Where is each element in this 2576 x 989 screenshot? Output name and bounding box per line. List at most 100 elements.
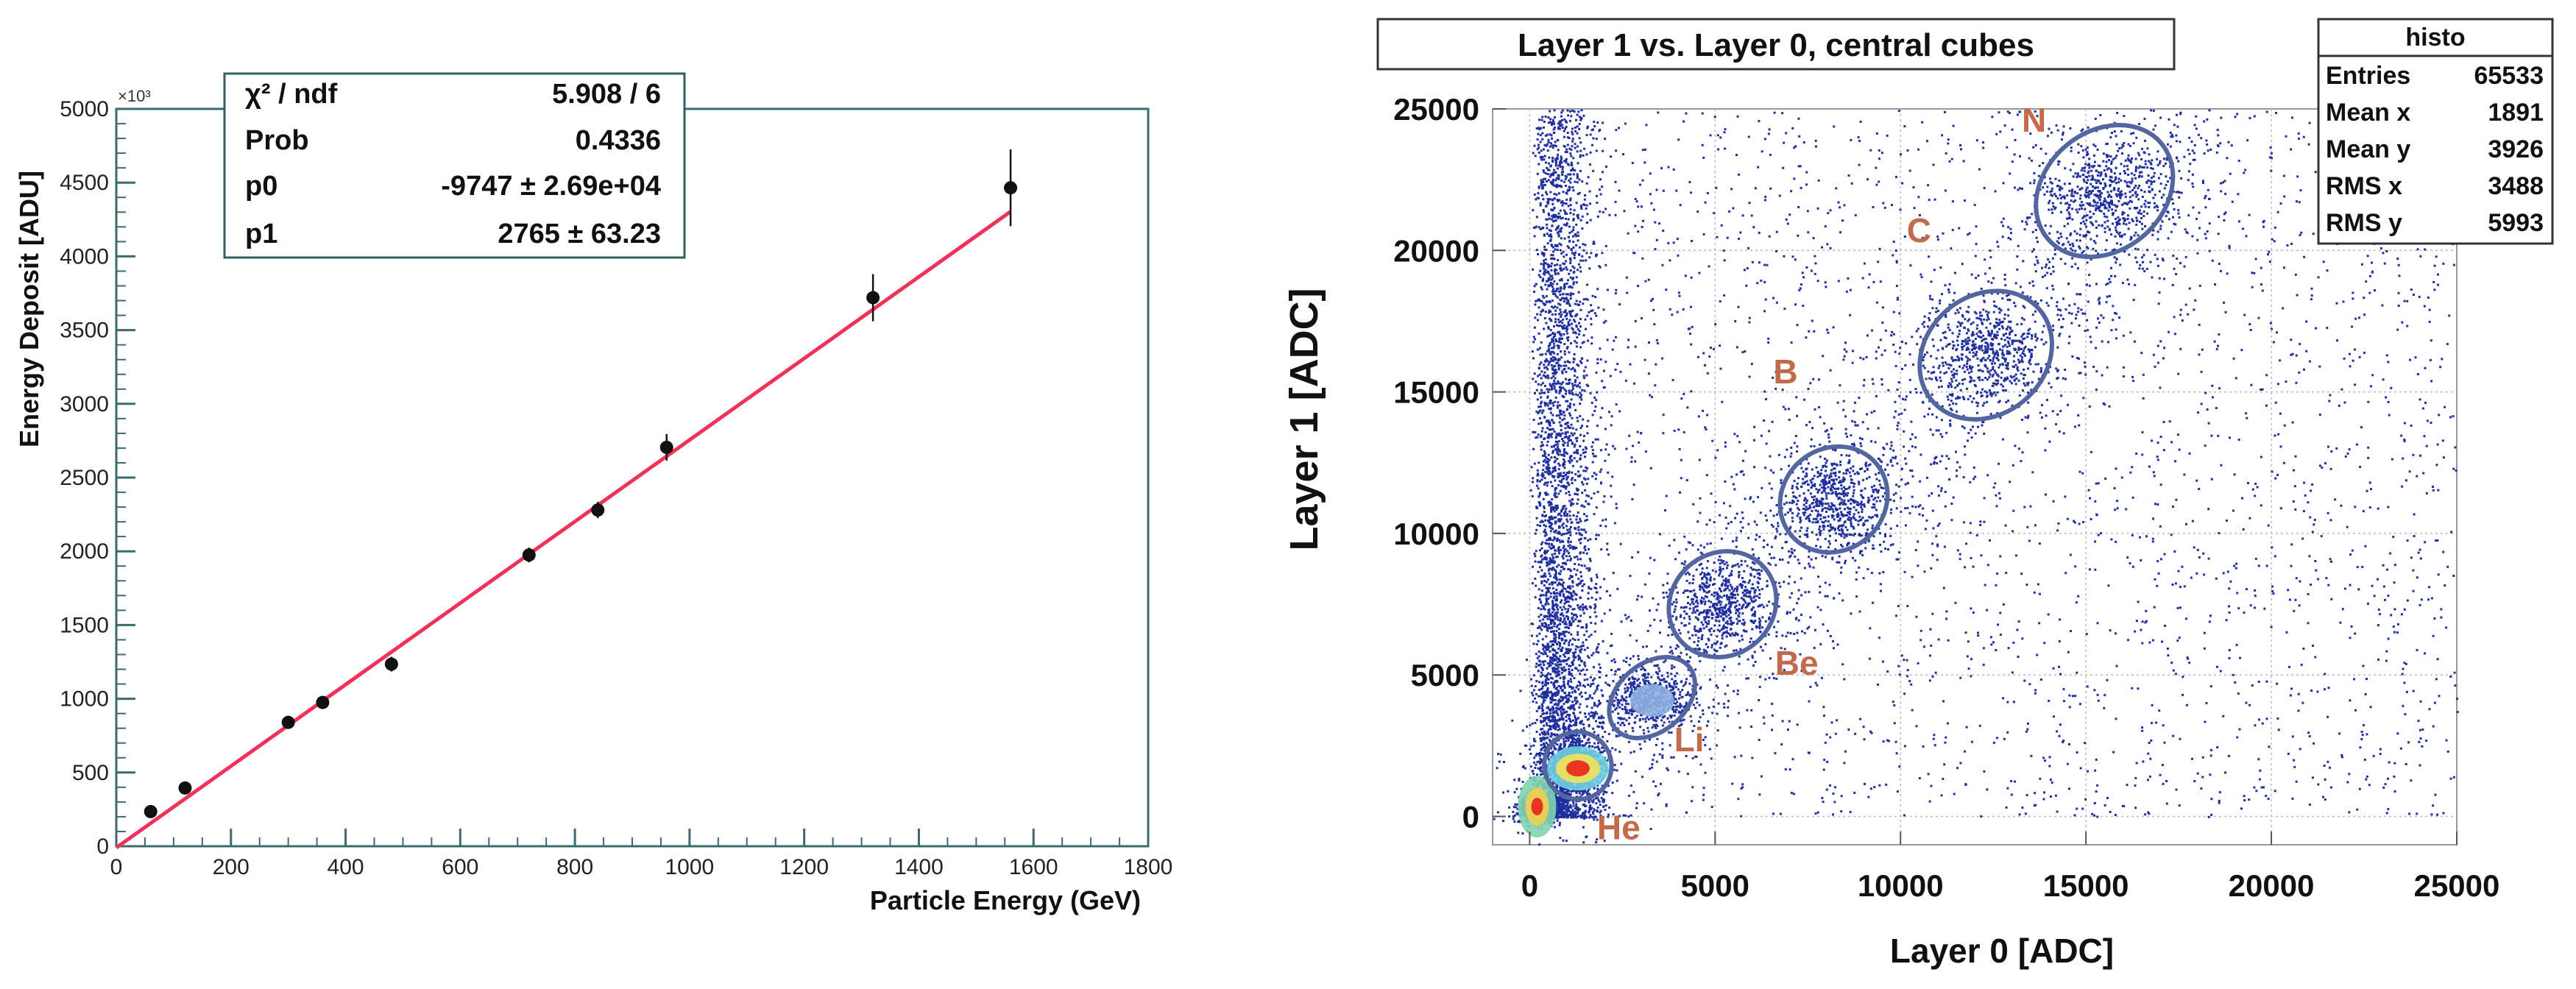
scatter-point — [1563, 708, 1565, 711]
scatter-point — [1871, 377, 1874, 380]
scatter-point — [1543, 534, 1546, 537]
scatter-point — [2021, 356, 2023, 359]
scatter-point — [1878, 157, 1880, 160]
scatter-point — [1535, 550, 1538, 553]
scatter-point — [1814, 262, 1817, 265]
scatter-point — [1548, 615, 1551, 618]
scatter-point — [1543, 273, 1546, 276]
scatter-point — [1775, 513, 1778, 516]
scatter-point — [2214, 283, 2216, 286]
scatter-point — [1588, 557, 1591, 560]
scatter-point — [1738, 639, 1741, 642]
scatter-point — [2038, 542, 2041, 545]
scatter-point — [1580, 564, 1583, 567]
scatter-point — [1539, 202, 1542, 205]
scatter-point — [1793, 177, 1796, 180]
scatter-point — [1614, 336, 1617, 338]
scatter-point — [2101, 374, 2103, 377]
scatter-point — [1550, 681, 1553, 684]
scatter-point — [1950, 407, 1952, 410]
scatter-point — [2023, 354, 2026, 357]
scatter-point — [1822, 355, 1825, 358]
scatter-point — [1563, 631, 1566, 634]
scatter-point — [1539, 276, 1542, 278]
scatter-point — [1656, 342, 1659, 344]
scatter-point — [2271, 327, 2274, 330]
scatter-point — [1689, 715, 1692, 717]
scatter-point — [1546, 223, 1549, 226]
scatter-point — [2398, 274, 2401, 277]
scatter-point — [1558, 634, 1560, 637]
scatter-point — [1669, 588, 1671, 591]
left-stats-frame — [223, 72, 686, 259]
scatter-point — [1556, 643, 1558, 645]
scatter-point — [2378, 613, 2381, 616]
scatter-point — [2228, 587, 2231, 590]
scatter-point — [1554, 726, 1557, 729]
scatter-point — [1568, 510, 1571, 513]
scatter-point — [2141, 453, 2144, 456]
scatter-point — [1574, 369, 1577, 371]
scatter-point — [1854, 732, 1857, 735]
scatter-point — [1639, 183, 1641, 186]
scatter-point — [1581, 180, 1584, 183]
scatter-point — [1590, 577, 1593, 580]
scatter-point — [1994, 482, 1997, 485]
scatter-point — [1546, 578, 1549, 581]
scatter-point — [2428, 708, 2431, 711]
scatter-point — [1875, 132, 1878, 135]
scatter-point — [1592, 682, 1595, 685]
scatter-point — [1585, 705, 1588, 708]
scatter-point — [1548, 407, 1551, 410]
scatter-point — [1785, 218, 1788, 221]
scatter-point — [1951, 229, 1954, 232]
scatter-point — [2234, 681, 2237, 684]
scatter-point — [1747, 658, 1749, 661]
scatter-point — [1910, 683, 1913, 686]
scatter-point — [2432, 280, 2435, 283]
scatter-point — [1545, 598, 1548, 600]
scatter-point — [1554, 382, 1557, 385]
scatter-point — [1992, 641, 1995, 644]
scatter-point — [1568, 620, 1571, 623]
scatter-point — [1543, 121, 1546, 123]
scatter-point — [1631, 556, 1634, 559]
scatter-point — [1817, 179, 1820, 182]
scatter-point — [2286, 244, 2289, 247]
scatter-point — [2449, 416, 2452, 419]
scatter-point — [1582, 375, 1585, 377]
scatter-point — [2006, 731, 2009, 734]
scatter-point — [1911, 445, 1914, 448]
scatter-point — [1608, 609, 1611, 612]
scatter-point — [1915, 615, 1918, 618]
scatter-point — [2031, 471, 2034, 474]
scatter-point — [1858, 610, 1861, 613]
scatter-point — [2390, 386, 2393, 389]
scatter-point — [1847, 729, 1850, 731]
scatter-point — [1630, 461, 1633, 463]
scatter-point — [1741, 526, 1744, 529]
scatter-point — [1898, 312, 1901, 315]
scatter-point — [2201, 756, 2204, 759]
scatter-point — [1533, 553, 1536, 556]
scatter-point — [1840, 795, 1843, 798]
scatter-point — [1879, 544, 1881, 546]
scatter-point — [1815, 145, 1817, 148]
scatter-point — [1613, 339, 1616, 342]
data-point — [522, 548, 536, 562]
scatter-point — [1583, 204, 1586, 207]
scatter-point — [1945, 736, 1947, 739]
scatter-point — [1875, 473, 1877, 476]
scatter-point — [1557, 359, 1560, 362]
scatter-point — [1571, 427, 1574, 430]
scatter-point — [1631, 498, 1634, 500]
scatter-point — [2174, 582, 2177, 585]
scatter-point — [1548, 423, 1551, 426]
scatter-point — [2343, 401, 2346, 404]
scatter-point — [2086, 319, 2089, 322]
scatter-point — [1929, 628, 1932, 631]
scatter-point — [2336, 339, 2338, 342]
scatter-point — [1596, 194, 1598, 197]
scatter-point — [1546, 375, 1549, 377]
scatter-point — [1575, 244, 1578, 247]
